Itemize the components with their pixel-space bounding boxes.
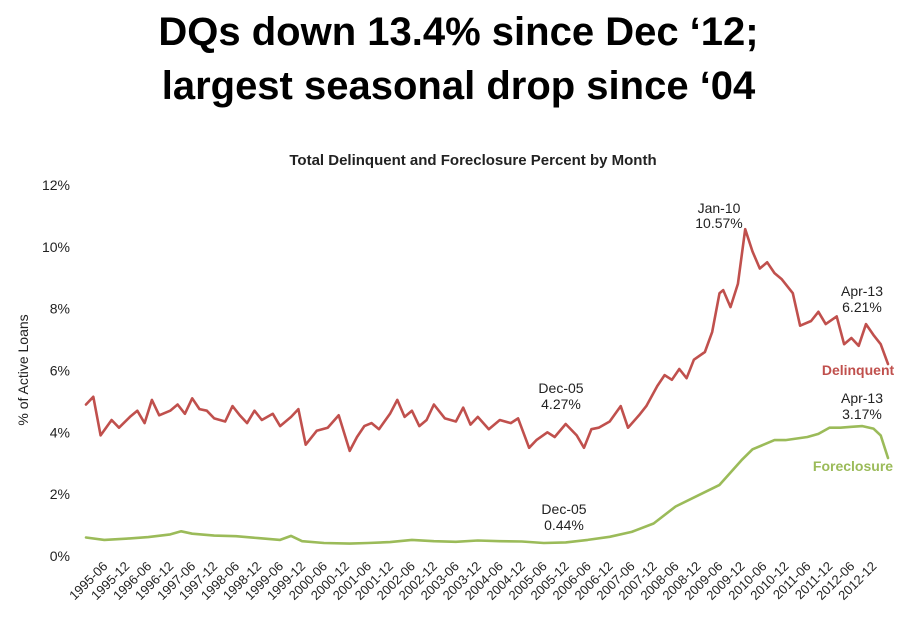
- annotations: Jan-1010.57%Dec-054.27%Apr-136.21%Dec-05…: [538, 200, 883, 533]
- series-label-delinquent: Delinquent: [822, 362, 895, 378]
- y-axis-ticks: 0% 2% 4% 6% 8% 10% 12%: [42, 177, 70, 564]
- annotation-value: 3.17%: [842, 406, 882, 422]
- y-tick-label: 0%: [50, 548, 70, 564]
- headline-line-1: DQs down 13.4% since Dec ‘12;: [158, 10, 759, 54]
- series-lines: [84, 227, 890, 545]
- x-axis-ticks: 1995-061995-121996-061996-121997-061997-…: [66, 559, 879, 603]
- y-tick-label: 8%: [50, 301, 70, 317]
- y-tick-label: 12%: [42, 177, 70, 193]
- y-tick-label: 2%: [50, 486, 70, 502]
- annotation-value: 10.57%: [695, 215, 742, 231]
- y-tick-label: 6%: [50, 363, 70, 379]
- y-tick-label: 10%: [42, 239, 70, 255]
- y-axis-label: % of Active Loans: [15, 314, 31, 425]
- annotation-value: 4.27%: [541, 396, 581, 412]
- annotation-value: 0.44%: [544, 517, 584, 533]
- series-label-foreclosure: Foreclosure: [813, 458, 893, 474]
- chart-title: Total Delinquent and Foreclosure Percent…: [289, 152, 656, 169]
- series-labels: Delinquent Foreclosure: [813, 362, 895, 474]
- series-line-foreclosure: [84, 424, 890, 545]
- annotation-date: Dec-05: [538, 380, 583, 396]
- annotation-date: Dec-05: [541, 501, 586, 517]
- y-tick-label: 4%: [50, 424, 70, 440]
- annotation-date: Jan-10: [698, 200, 741, 216]
- headline-line-2: largest seasonal drop since ‘04: [161, 64, 756, 108]
- annotation-date: Apr-13: [841, 390, 883, 406]
- series-line-delinquent: [84, 227, 890, 453]
- annotation-value: 6.21%: [842, 299, 882, 315]
- annotation-date: Apr-13: [841, 283, 883, 299]
